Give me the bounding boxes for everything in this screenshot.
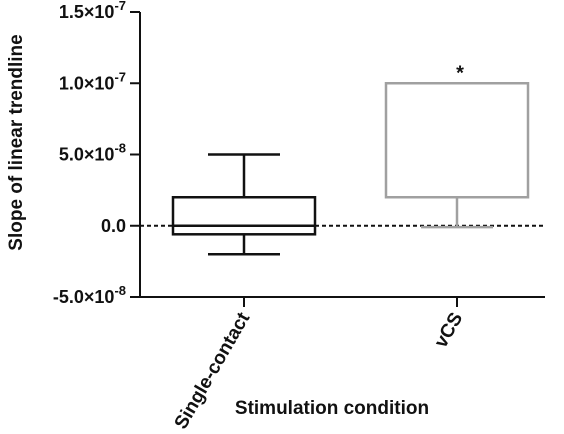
box-iqr xyxy=(384,82,530,199)
box-iqr xyxy=(171,196,317,236)
boxes-layer: * xyxy=(171,62,530,256)
box-single-contact xyxy=(171,153,317,256)
y-tick-label: 0.0 xyxy=(101,216,126,236)
significance-annotation: * xyxy=(456,62,464,84)
y-tick-label: 1.0×10-7 xyxy=(59,69,126,93)
y-tick-label: 5.0×10-8 xyxy=(59,141,126,165)
x-category-label: vCS xyxy=(431,309,468,352)
y-tick-label: -5.0×10-8 xyxy=(53,283,126,307)
x-axis-title: Stimulation condition xyxy=(235,398,429,419)
y-tick-label: 1.5×10-7 xyxy=(59,0,126,22)
y-axis: 1.5×10-7 1.0×10-7 5.0×10-8 0.0 -5.0×10-8 xyxy=(53,0,141,307)
y-axis-title: Slope of linear trendline xyxy=(6,34,27,250)
box-vcs: * xyxy=(384,62,530,229)
